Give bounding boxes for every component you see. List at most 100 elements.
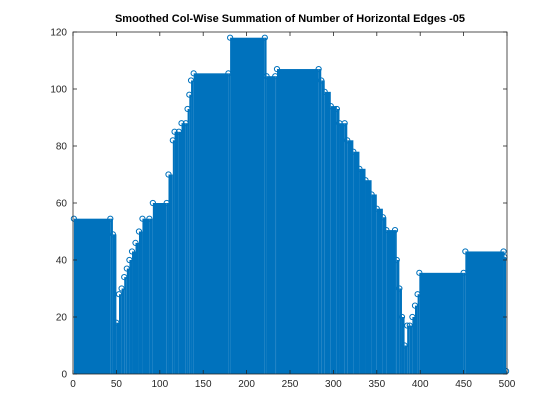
bar-segment xyxy=(407,325,410,374)
bar-segment xyxy=(401,317,405,374)
bar-segment xyxy=(152,203,167,374)
data-marker xyxy=(184,105,191,113)
data-marker xyxy=(115,291,123,298)
y-tick-label: 60 xyxy=(56,199,68,210)
data-marker xyxy=(327,103,334,110)
data-marker xyxy=(362,177,369,184)
bar-segment xyxy=(191,80,194,374)
data-marker xyxy=(391,226,399,234)
bar-segment xyxy=(339,123,345,374)
bar-segment xyxy=(463,272,466,374)
data-marker xyxy=(401,342,408,349)
data-marker xyxy=(190,70,197,77)
y-tick-label: 20 xyxy=(56,313,68,324)
bar-segment xyxy=(129,260,133,374)
bar-segment xyxy=(386,230,396,374)
data-marker xyxy=(416,269,423,276)
bar-segment xyxy=(124,277,127,374)
bar-segment xyxy=(503,251,505,374)
data-marker xyxy=(462,248,469,255)
data-marker xyxy=(182,120,189,127)
bar-segment xyxy=(73,218,111,374)
x-tick-label: 150 xyxy=(195,379,212,390)
data-marker xyxy=(165,171,172,178)
bar-segment xyxy=(116,322,120,374)
bar-segment xyxy=(359,168,366,374)
bar-segment xyxy=(266,76,276,375)
data-marker xyxy=(113,319,120,326)
data-marker xyxy=(139,215,146,222)
data-marker xyxy=(149,199,156,207)
data-marker xyxy=(121,274,128,281)
y-tick-label: 120 xyxy=(50,28,67,39)
x-tick-label: 250 xyxy=(282,379,299,390)
x-tick-label: 300 xyxy=(325,379,342,390)
bar-segment xyxy=(135,242,139,374)
data-marker xyxy=(186,91,193,98)
x-tick-label: 50 xyxy=(111,379,123,390)
y-tick-label: 0 xyxy=(61,370,67,381)
data-marker xyxy=(123,265,130,272)
data-marker xyxy=(414,291,421,298)
bar-segment xyxy=(110,218,113,374)
data-marker xyxy=(411,302,419,309)
data-marker xyxy=(350,148,357,155)
data-marker xyxy=(132,239,139,246)
bar-segment xyxy=(318,69,322,375)
bar-segment xyxy=(142,218,150,374)
x-tick-label: 500 xyxy=(499,379,516,390)
data-marker xyxy=(460,269,467,276)
bar-segment xyxy=(324,91,331,374)
data-marker xyxy=(107,215,114,222)
y-tick-label: 80 xyxy=(56,142,68,153)
bar-segment xyxy=(365,180,372,374)
bar-segment xyxy=(185,123,188,374)
data-marker xyxy=(187,77,195,84)
bar-segment xyxy=(276,69,319,375)
bar-segment xyxy=(344,123,348,374)
data-marker xyxy=(263,73,270,80)
x-tick-label: 350 xyxy=(368,379,385,390)
data-marker xyxy=(227,34,234,41)
bar-segment xyxy=(414,305,418,374)
bar-segment xyxy=(371,194,377,374)
data-marker xyxy=(341,120,348,127)
bar-segment xyxy=(275,76,277,375)
data-marker xyxy=(409,313,416,321)
data-marker xyxy=(118,285,125,292)
bar-segment xyxy=(382,217,387,374)
data-marker xyxy=(273,65,281,73)
data-marker xyxy=(398,313,406,321)
bar-segment xyxy=(228,73,231,374)
axes: 0 50 100 150 200 250 300 350 400 450 500 0 20 40 60 80 1… xyxy=(50,28,515,391)
bar-segment xyxy=(412,317,415,374)
bar-segment xyxy=(417,294,420,374)
data-marker xyxy=(315,65,322,73)
data-marker xyxy=(404,322,411,329)
bar-segment xyxy=(419,272,464,374)
x-tick-label: 200 xyxy=(238,379,255,390)
data-marker xyxy=(318,77,325,84)
chart-title: Smoothed Col-Wise Summation of Number of… xyxy=(115,13,465,25)
bar-segment xyxy=(193,73,229,374)
data-marker xyxy=(171,128,178,135)
bar-segment xyxy=(119,294,122,374)
data-marker xyxy=(272,73,279,80)
bar-segment xyxy=(189,94,192,374)
x-tick-label: 100 xyxy=(151,379,168,390)
data-marker xyxy=(393,256,400,264)
bar-segment xyxy=(112,234,117,374)
bar-segment xyxy=(172,140,175,374)
bar-segment xyxy=(404,345,408,374)
data-marker xyxy=(169,137,176,144)
bar-segment xyxy=(178,131,182,374)
data-marker xyxy=(70,215,77,222)
bar-segment xyxy=(166,203,169,374)
bar-segment xyxy=(230,37,265,374)
data-marker xyxy=(109,231,117,238)
x-tick-label: 450 xyxy=(455,379,472,390)
y-tick-label: 40 xyxy=(56,256,68,267)
data-marker xyxy=(163,199,170,207)
